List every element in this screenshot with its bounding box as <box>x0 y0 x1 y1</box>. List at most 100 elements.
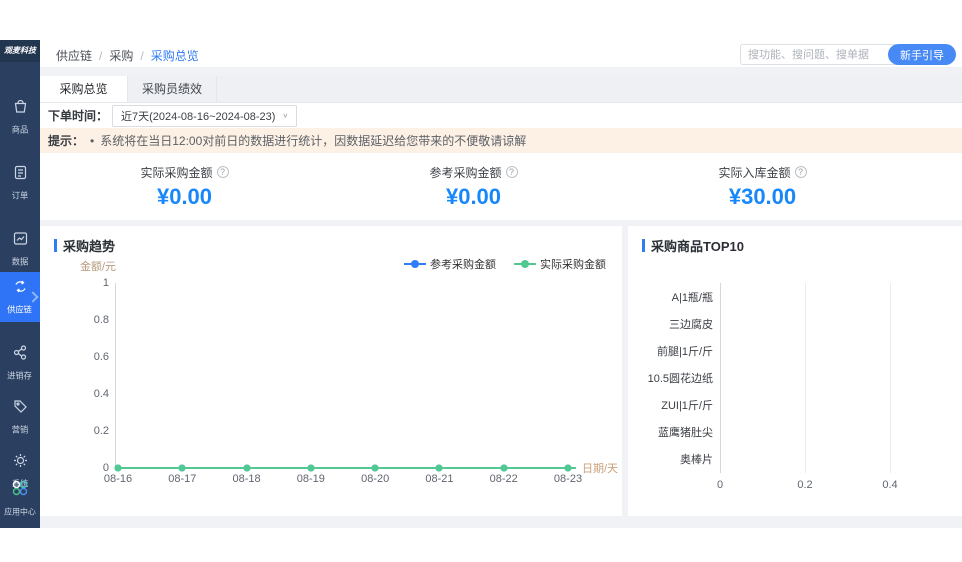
bag-icon <box>12 98 29 120</box>
x-tick-label: 08-19 <box>296 473 325 485</box>
sidebar-item-label: 营销 <box>11 425 29 435</box>
search-input[interactable] <box>748 48 890 61</box>
trend-chart: 金额/元 0 0.2 0.4 0.6 0.8 1 08-16 08-17 08-18 08-19 08… <box>40 226 622 516</box>
chevron-down-icon: ∨ <box>282 111 289 120</box>
panel-title-text: 采购商品TOP10 <box>651 239 744 254</box>
metric-label: 实际采购金额 <box>140 165 213 180</box>
data-point-dot <box>307 464 315 472</box>
header: 供应链 / 采购 / 采购总览 新手引导 <box>40 40 962 68</box>
sidebar-item-label: 供应链 <box>7 305 33 315</box>
sidebar-item-goods[interactable]: 商品 <box>0 92 40 142</box>
x-tick-label: 08-18 <box>232 473 261 485</box>
supply-chain-icon <box>12 278 29 300</box>
info-icon[interactable]: ? <box>794 166 807 178</box>
y-tick-label: 0.4 <box>93 388 109 400</box>
document-icon <box>12 164 29 186</box>
notice-text: 系统将在当日12:00对前日的数据进行统计，因数据延迟给您带来的不便敬请谅解 <box>100 134 527 148</box>
metric-label: 参考采购金额 <box>429 165 502 180</box>
gear-icon <box>12 452 29 474</box>
x-tick-label: 08-17 <box>168 473 197 485</box>
legend-label: 实际采购金额 <box>540 259 606 271</box>
y-axis-name: 金额/元 <box>80 261 117 273</box>
metric-actual-purchase: 实际采购金额 ? ¥0.00 <box>40 153 329 220</box>
sidebar-item-label: 订单 <box>11 191 29 201</box>
grid-line <box>890 283 891 473</box>
sidebar-item-orders[interactable]: 订单 <box>0 158 40 208</box>
metric-value: ¥0.00 <box>445 183 502 209</box>
chart-icon <box>12 230 29 252</box>
legend-item-actual[interactable]: 实际采购金额 <box>514 256 606 272</box>
category-label: 蓝鹰猪肚尖 <box>658 427 713 440</box>
y-tick-label: 0.6 <box>93 351 109 363</box>
notice-prefix: 提示： <box>48 134 85 148</box>
share-icon <box>12 344 29 366</box>
date-range-select[interactable]: 近7天(2024-08-16~2024-08-23) ∨ <box>112 104 298 127</box>
purchase-trend-panel: 采购趋势 参考采购金额 实际采购金额 金额/元 0 0.2 0.4 0.6 0.8 1 08-… <box>40 226 622 516</box>
sidebar-item-label: 应用中心 <box>4 507 36 517</box>
breadcrumb-current: 采购总览 <box>150 49 199 63</box>
info-icon[interactable]: ? <box>505 166 518 178</box>
x-tick-label: 08-20 <box>361 473 390 485</box>
legend-item-reference[interactable]: 参考采购金额 <box>404 256 496 272</box>
breadcrumb-separator: / <box>99 48 103 63</box>
category-label: 奥棒片 <box>680 454 713 467</box>
x-tick-label: 0.2 <box>797 479 813 491</box>
y-tick-label: 1 <box>102 277 109 289</box>
y-tick-label: 0.8 <box>93 314 109 326</box>
breadcrumb-purchase[interactable]: 采购 <box>109 49 134 63</box>
sidebar: 观麦科技 商品 订单 数据 <box>0 40 40 528</box>
panel-title: 采购商品TOP10 <box>642 236 744 255</box>
category-label: 前腿|1斤/斤 <box>656 345 713 358</box>
x-tick-label: 08-23 <box>553 473 583 485</box>
sidebar-item-inventory[interactable]: 进销存 <box>0 338 40 388</box>
brand-logo[interactable]: 观麦科技 <box>0 40 40 62</box>
global-search[interactable] <box>740 44 902 65</box>
sidebar-item-label: 数据 <box>11 257 29 267</box>
x-axis-name: 日期/天 <box>582 463 619 475</box>
filter-row: 下单时间： 近7天(2024-08-16~2024-08-23) ∨ <box>40 103 962 128</box>
y-tick-label: 0.2 <box>93 425 109 437</box>
metric-value: ¥30.00 <box>728 183 797 209</box>
category-label: 10.5圆花边纸 <box>647 373 713 385</box>
legend-marker <box>404 260 426 268</box>
x-tick-label: 08-22 <box>489 473 518 485</box>
info-icon[interactable]: ? <box>216 166 229 178</box>
date-range-value: 近7天(2024-08-16~2024-08-23) <box>121 110 276 123</box>
tab-purchase-overview[interactable]: 采购总览 <box>40 76 128 102</box>
grid-line <box>720 283 721 473</box>
app-center-icon <box>10 478 30 503</box>
y-tick-label: 0 <box>102 462 109 474</box>
sidebar-item-supply-chain[interactable]: 供应链 <box>0 272 40 322</box>
metrics-row: 实际采购金额 ? ¥0.00 参考采购金额 ? ¥0.00 实际入库金额 ? ¥… <box>40 153 962 220</box>
chart-legend: 参考采购金额 实际采购金额 <box>404 256 606 272</box>
breadcrumb: 供应链 / 采购 / 采购总览 <box>56 47 199 64</box>
top10-chart: 0 0.2 0.4 A|1瓶/瓶 三边腐皮 前腿|1斤/斤 10.5圆花边纸 ZUI|1斤/斤… <box>628 226 962 516</box>
panel-title: 采购趋势 <box>54 236 115 255</box>
sidebar-item-label: 进销存 <box>7 371 33 381</box>
y-axis-line <box>115 283 116 469</box>
tab-buyer-performance[interactable]: 采购员绩效 <box>128 76 218 102</box>
panel-title-text: 采购趋势 <box>63 239 116 254</box>
notice-bar: 提示： • 系统将在当日12:00对前日的数据进行统计，因数据延迟给您带来的不便… <box>40 128 962 153</box>
category-label: ZUI|1斤/斤 <box>661 400 713 413</box>
series-line-实际采购金额 <box>115 467 576 469</box>
data-point-dot <box>435 464 443 472</box>
data-point-dot <box>243 464 251 472</box>
purchase-top10-panel: 采购商品TOP10 0 0.2 0.4 A|1瓶/瓶 三边腐皮 前腿|1斤/斤 10.5圆花… <box>628 226 962 516</box>
category-label: A|1瓶/瓶 <box>671 291 713 304</box>
notice-bullet: • <box>90 133 95 148</box>
sidebar-item-marketing[interactable]: 营销 <box>0 392 40 442</box>
data-point-dot <box>114 464 122 472</box>
sidebar-item-label: 商品 <box>11 125 29 135</box>
x-tick-label: 0.4 <box>882 479 898 491</box>
tabs-bar: 采购总览 采购员绩效 <box>40 76 962 103</box>
breadcrumb-supply-chain[interactable]: 供应链 <box>56 49 93 63</box>
sidebar-item-data[interactable]: 数据 <box>0 224 40 274</box>
sidebar-item-app-center[interactable]: 应用中心 <box>0 478 40 518</box>
x-tick-label: 08-21 <box>425 473 454 485</box>
newbie-guide-button[interactable]: 新手引导 <box>888 44 956 65</box>
legend-marker <box>514 260 536 268</box>
metric-label: 实际入库金额 <box>718 165 791 180</box>
category-label: 三边腐皮 <box>669 318 713 331</box>
